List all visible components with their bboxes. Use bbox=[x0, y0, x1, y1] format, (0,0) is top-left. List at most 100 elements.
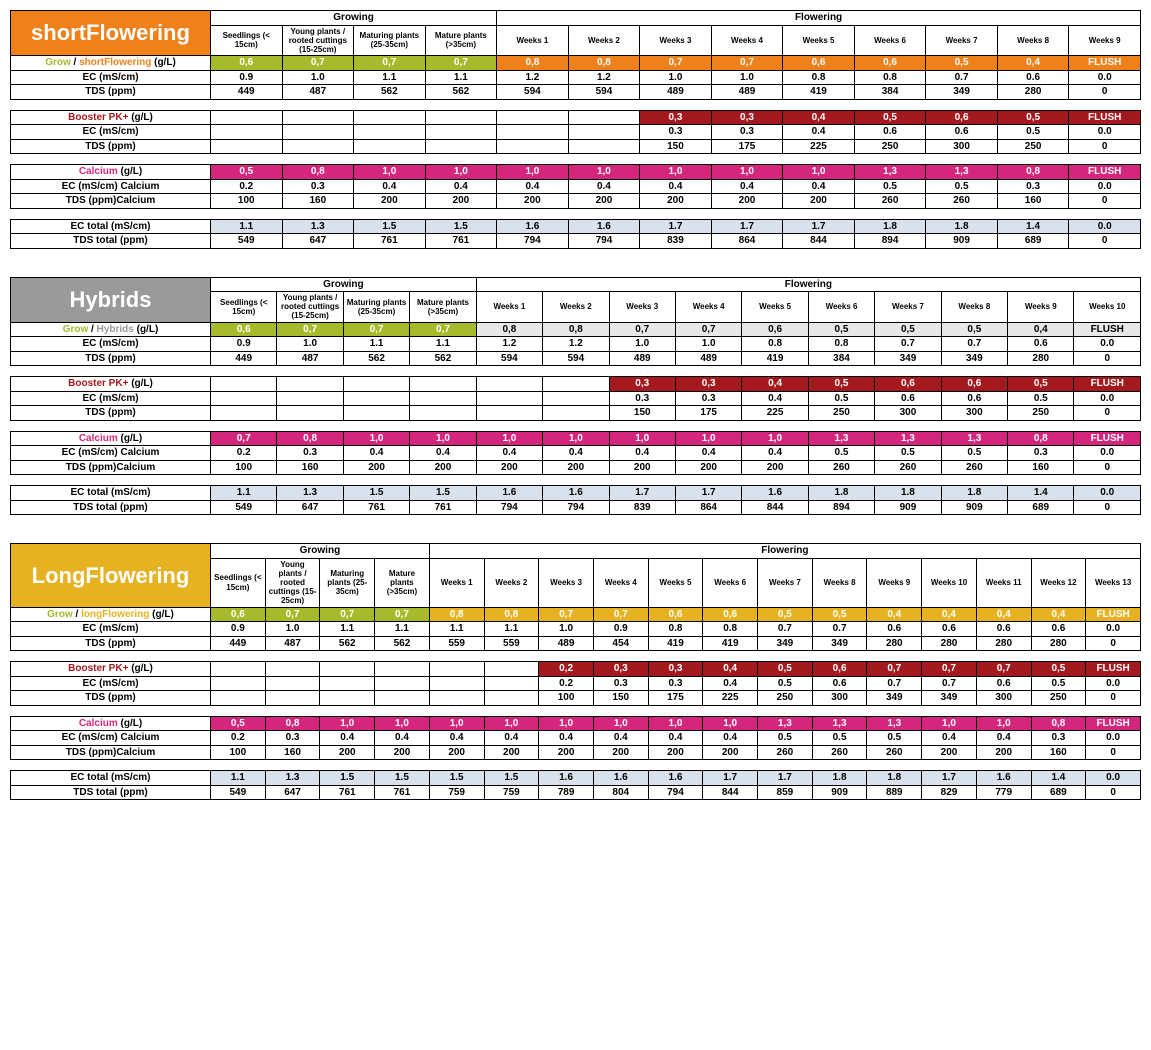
calcium-ec-9: 0.5 bbox=[854, 179, 926, 194]
calcium-tds-2: 200 bbox=[320, 745, 375, 760]
booster-tds-6: 0 bbox=[1069, 139, 1141, 154]
calcium-tds-13: 200 bbox=[922, 745, 977, 760]
booster-ec-2: 0.4 bbox=[783, 125, 855, 140]
tds-6: 489 bbox=[609, 351, 675, 366]
ec-total-9: 1.8 bbox=[854, 219, 926, 234]
calcium-tds-label: TDS (ppm)Calcium bbox=[11, 194, 211, 209]
grow-stage-0: Seedlings (< 15cm) bbox=[211, 292, 277, 323]
ec-label: EC (mS/cm) bbox=[11, 622, 211, 637]
calcium-word: Calcium bbox=[79, 433, 118, 444]
ec-2: 1.1 bbox=[320, 622, 375, 637]
calcium-tds-16: 0 bbox=[1086, 745, 1141, 760]
ec-6: 1.0 bbox=[640, 70, 712, 85]
tds-9: 384 bbox=[854, 85, 926, 100]
calcium-val-2: 1,0 bbox=[343, 431, 409, 446]
grow-stage-1: Young plants / rooted cuttings (15-25cm) bbox=[277, 292, 343, 323]
calcium-ec-12: 0.3 bbox=[1008, 446, 1074, 461]
ec-8: 0.8 bbox=[783, 70, 855, 85]
tds-2: 562 bbox=[354, 85, 426, 100]
booster-ec-4: 0.6 bbox=[875, 391, 941, 406]
calcium-val-15: 0,8 bbox=[1031, 716, 1086, 731]
tds-total-6: 839 bbox=[609, 500, 675, 515]
booster-tds-4: 300 bbox=[926, 139, 998, 154]
variant-word: longFlowering bbox=[81, 609, 149, 620]
booster-val-2: 0,4 bbox=[742, 377, 808, 392]
calcium-ec-7: 0.4 bbox=[593, 731, 648, 746]
booster-ec-3: 0.4 bbox=[703, 676, 758, 691]
calcium-tds-8: 200 bbox=[648, 745, 703, 760]
flower-val-7: 0,5 bbox=[941, 322, 1007, 337]
booster-empty-3 bbox=[425, 110, 497, 125]
ec-total-4: 1.5 bbox=[429, 771, 484, 786]
flower-val-3: 0,7 bbox=[711, 56, 783, 71]
calcium-ec-8: 0.4 bbox=[742, 446, 808, 461]
calcium-tds-8: 200 bbox=[742, 460, 808, 475]
calcium-val-5: 1,0 bbox=[484, 716, 539, 731]
calcium-ec-9: 0.5 bbox=[808, 446, 874, 461]
tds-4: 594 bbox=[497, 85, 569, 100]
ec-0: 0.9 bbox=[211, 70, 283, 85]
grow-stage-0: Seedlings (< 15cm) bbox=[211, 558, 266, 607]
tds-total-9: 844 bbox=[703, 785, 758, 800]
booster-tds-5: 300 bbox=[812, 691, 867, 706]
calcium-val-11: 0,8 bbox=[997, 165, 1069, 180]
calcium-ec-2: 0.4 bbox=[320, 731, 375, 746]
flower-val-7: 0,5 bbox=[812, 607, 867, 622]
booster-tds-7: 0 bbox=[1074, 406, 1141, 421]
booster-ec-2: 0.4 bbox=[742, 391, 808, 406]
booster-empty-3 bbox=[410, 377, 476, 392]
booster-val-8: 0,7 bbox=[976, 662, 1031, 677]
calcium-ec-2: 0.4 bbox=[343, 446, 409, 461]
calcium-table-short: Calcium (g/L)0,50,81,01,01,01,01,01,01,0… bbox=[10, 164, 1141, 209]
calcium-val-16: FLUSH bbox=[1086, 716, 1141, 731]
booster-tds-6: 250 bbox=[1008, 406, 1074, 421]
ec-16: 0.0 bbox=[1086, 622, 1141, 637]
calcium-ec-10: 0.5 bbox=[926, 179, 998, 194]
flower-val-3: 0,7 bbox=[675, 322, 741, 337]
flower-val-6: 0,5 bbox=[758, 607, 813, 622]
tds-total-label: TDS total (ppm) bbox=[11, 785, 211, 800]
ec-14: 0.6 bbox=[976, 622, 1031, 637]
booster-tds-3: 250 bbox=[808, 406, 874, 421]
tds-8: 419 bbox=[742, 351, 808, 366]
grow-stage-2: Maturing plants (25-35cm) bbox=[354, 25, 426, 56]
ec-13: 0.6 bbox=[922, 622, 977, 637]
week-5: Weeks 5 bbox=[783, 25, 855, 56]
tds-total-11: 909 bbox=[941, 500, 1007, 515]
calcium-tds-2: 200 bbox=[343, 460, 409, 475]
week-9: Weeks 9 bbox=[867, 558, 922, 607]
booster-empty-4 bbox=[497, 110, 569, 125]
ec-10: 0.7 bbox=[875, 337, 941, 352]
tds-total-16: 0 bbox=[1086, 785, 1141, 800]
calcium-ec-16: 0.0 bbox=[1086, 731, 1141, 746]
booster-val-2: 0,4 bbox=[783, 110, 855, 125]
week-6: Weeks 6 bbox=[703, 558, 758, 607]
calcium-val-3: 1,0 bbox=[410, 431, 476, 446]
calcium-tds-0: 100 bbox=[211, 745, 266, 760]
booster-ec-5: 0.6 bbox=[812, 676, 867, 691]
ec-total-0: 1.1 bbox=[211, 219, 283, 234]
grow-stage-3: Mature plants (>35cm) bbox=[375, 558, 430, 607]
flower-val-1: 0,8 bbox=[543, 322, 609, 337]
tds-total-3: 761 bbox=[375, 785, 430, 800]
flower-val-11: 0,4 bbox=[1031, 607, 1086, 622]
booster-empty-0 bbox=[211, 377, 277, 392]
calcium-val-12: 1,3 bbox=[867, 716, 922, 731]
tds-total-11: 909 bbox=[812, 785, 867, 800]
tds-4: 594 bbox=[476, 351, 542, 366]
booster-val-6: FLUSH bbox=[1069, 110, 1141, 125]
flower-val-6: 0,5 bbox=[875, 322, 941, 337]
week-12: Weeks 12 bbox=[1031, 558, 1086, 607]
calcium-val-4: 1,0 bbox=[429, 716, 484, 731]
ec-5: 1.2 bbox=[568, 70, 640, 85]
booster-val-10: FLUSH bbox=[1086, 662, 1141, 677]
calcium-tds-9: 260 bbox=[808, 460, 874, 475]
booster-tds-1: 175 bbox=[711, 139, 783, 154]
grow-val-2: 0,7 bbox=[320, 607, 375, 622]
tds-7: 489 bbox=[675, 351, 741, 366]
ec-4: 1.2 bbox=[476, 337, 542, 352]
week-8: Weeks 8 bbox=[997, 25, 1069, 56]
tds-total-1: 647 bbox=[277, 500, 343, 515]
booster-ec-1: 0.3 bbox=[593, 676, 648, 691]
flower-val-1: 0,8 bbox=[484, 607, 539, 622]
